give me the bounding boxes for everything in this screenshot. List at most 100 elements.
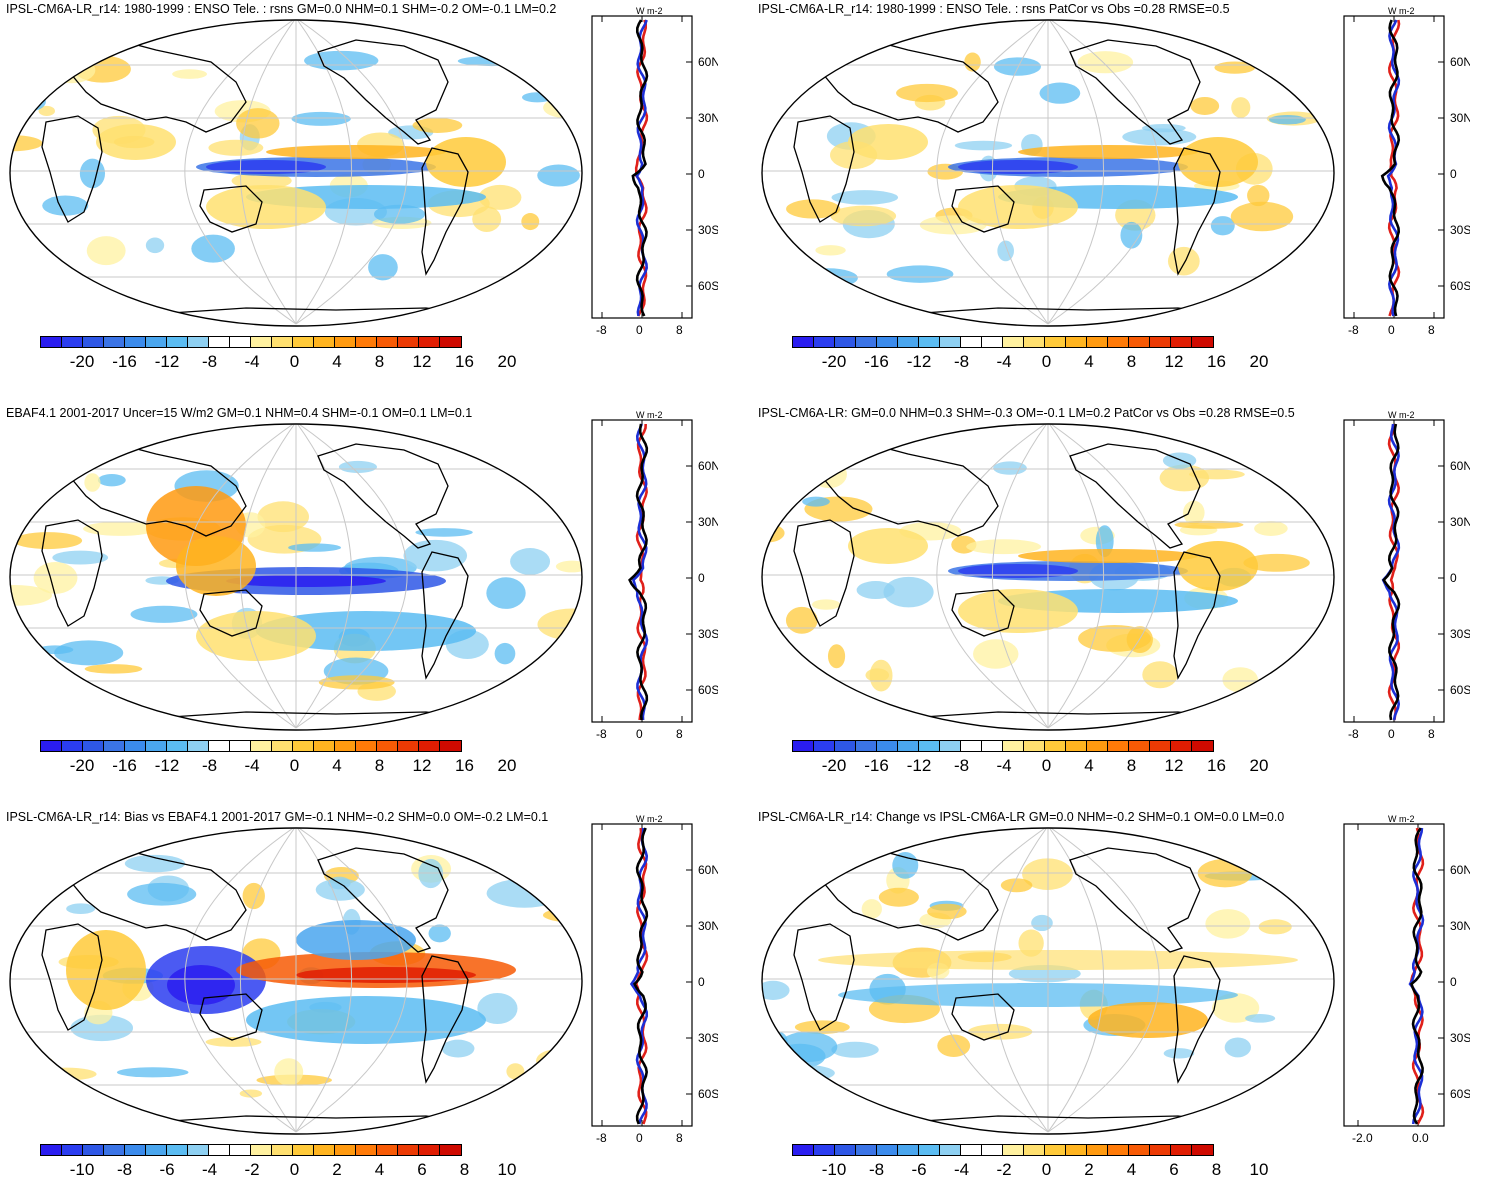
colorbar-swatch — [793, 741, 814, 751]
anomaly-patch — [33, 561, 78, 594]
colorbar-swatch — [398, 1145, 419, 1155]
robinson-map — [9, 423, 583, 731]
anomaly-patch — [830, 205, 897, 227]
colorbar-label: 8 — [1126, 756, 1137, 775]
anomaly-patch — [226, 575, 386, 587]
colorbar-swatch — [1087, 1145, 1108, 1155]
anomaly-patch — [231, 172, 292, 190]
anomaly-patch — [246, 996, 486, 1044]
anomaly-patch — [86, 236, 126, 266]
map-panel: IPSL-CM6A-LR_r14: 1980-1999 : ENSO Tele.… — [0, 0, 744, 393]
anomaly-patch — [954, 140, 1013, 151]
anomaly-patch — [486, 577, 526, 609]
anomaly-patch — [196, 611, 316, 661]
anomaly-patch — [315, 878, 365, 901]
map-panel: IPSL-CM6A-LR_r14: 1980-1999 : ENSO Tele.… — [752, 0, 1488, 393]
map-panel: IPSL-CM6A-LR: GM=0.0 NHM=0.3 SHM=-0.3 OM… — [752, 404, 1488, 797]
colorbar — [40, 336, 462, 348]
colorbar-swatch — [1129, 741, 1150, 751]
anomaly-patch — [206, 185, 326, 229]
anomaly-patch — [1018, 929, 1044, 957]
colorbar-label: 12 — [1164, 352, 1184, 371]
map-panel: IPSL-CM6A-LR_r14: Change vs IPSL-CM6A-LR… — [752, 808, 1488, 1201]
colorbar-swatch — [440, 337, 461, 347]
coastline — [421, 147, 469, 276]
zonal-tick-label: 0 — [1388, 727, 1395, 740]
colorbar-label: -12 — [906, 756, 932, 775]
zonal-tick-label: -8 — [1348, 323, 1359, 336]
colorbar-swatch — [272, 741, 293, 751]
zonal-tick-label: 8 — [676, 323, 683, 336]
anomaly-patch — [124, 854, 186, 873]
colorbar-label: 0 — [289, 756, 300, 775]
anomaly-patch — [762, 980, 790, 1000]
colorbar-swatch — [419, 1145, 440, 1155]
colorbar-label: 20 — [1249, 756, 1269, 775]
coastline — [41, 519, 103, 627]
latitude-tick-label: 60S — [698, 683, 718, 697]
anomaly-patch — [1214, 61, 1256, 74]
colorbar-label: -2 — [244, 1160, 260, 1179]
colorbar-swatch — [1087, 337, 1108, 347]
anomaly-patch — [1258, 919, 1292, 935]
latitude-tick-label: 60N — [1450, 55, 1470, 69]
colorbar-label: -16 — [864, 756, 889, 775]
anomaly-patch — [266, 145, 446, 159]
latitude-tick-label: 60S — [698, 1087, 718, 1101]
colorbar-swatch — [919, 337, 940, 347]
colorbar-swatch — [1171, 337, 1192, 347]
colorbar-label: -20 — [821, 756, 847, 775]
coastline — [819, 445, 999, 537]
anomaly-patch — [1077, 51, 1134, 74]
coastline — [1173, 551, 1221, 680]
zonal-tick-label: 8 — [1428, 323, 1435, 336]
zonal-mean-plot: W m-2 60N 30N 0 30S 60S -2.0 0.0 — [1343, 814, 1470, 1144]
colorbar-swatch — [62, 1145, 83, 1155]
anomaly-patch — [958, 564, 1078, 578]
anomaly-patch — [1031, 914, 1053, 932]
colorbar-label: 6 — [1169, 1160, 1179, 1179]
panel-title: IPSL-CM6A-LR_r14: 1980-1999 : ENSO Tele.… — [6, 2, 557, 16]
anomaly-patch — [762, 1078, 801, 1102]
colorbar-swatch — [335, 1145, 356, 1155]
anomaly-patch — [506, 1063, 525, 1080]
colorbar-label: 4 — [1084, 756, 1094, 775]
anomaly-patch — [539, 879, 582, 907]
colorbar-swatch — [898, 337, 919, 347]
colorbar-swatch — [188, 337, 209, 347]
colorbar-swatch — [1045, 337, 1066, 347]
colorbar-label: -16 — [112, 352, 137, 371]
unit-label: W m-2 — [636, 410, 663, 420]
colorbar-swatch — [1045, 741, 1066, 751]
anomaly-patch — [973, 639, 1019, 669]
colorbar-labels: -20 -16 -12 -8 -4 0 4 8 12 16 20 — [792, 756, 1312, 776]
colorbar-swatch — [251, 337, 272, 347]
colorbar-swatch — [814, 337, 835, 347]
anomaly-patch — [1122, 128, 1197, 146]
colorbar-swatch — [188, 741, 209, 751]
anomaly-patch — [38, 105, 55, 117]
panel-title: IPSL-CM6A-LR_r14: Change vs IPSL-CM6A-LR… — [758, 810, 1285, 824]
anomaly-patch — [892, 852, 919, 879]
colorbar-label: 0 — [1041, 756, 1052, 775]
latitude-tick-label: 30N — [698, 515, 718, 529]
anomaly-patch — [36, 645, 74, 655]
anomaly-patch — [472, 206, 502, 232]
colorbar-label: -12 — [154, 352, 180, 371]
colorbar-swatch — [1045, 1145, 1066, 1155]
colorbar-swatch — [314, 337, 335, 347]
anomaly-patch — [288, 543, 341, 552]
anomaly-patch — [205, 1037, 262, 1047]
unit-label: W m-2 — [636, 814, 663, 824]
anomaly-patch — [176, 536, 256, 596]
colorbar-label: 4 — [374, 1160, 385, 1179]
coastline — [67, 445, 247, 537]
anomaly-patch — [296, 967, 476, 983]
colorbar-swatch — [272, 337, 293, 347]
zonal-mean-plot: W m-2 60N 30N 0 30S 60S -8 0 8 — [1343, 410, 1470, 740]
colorbar-swatch — [1192, 337, 1213, 347]
colorbar-swatch — [356, 741, 377, 751]
anomaly-patch — [800, 1088, 843, 1098]
colorbar-swatch — [1108, 1145, 1129, 1155]
anomaly-patch — [10, 465, 43, 483]
